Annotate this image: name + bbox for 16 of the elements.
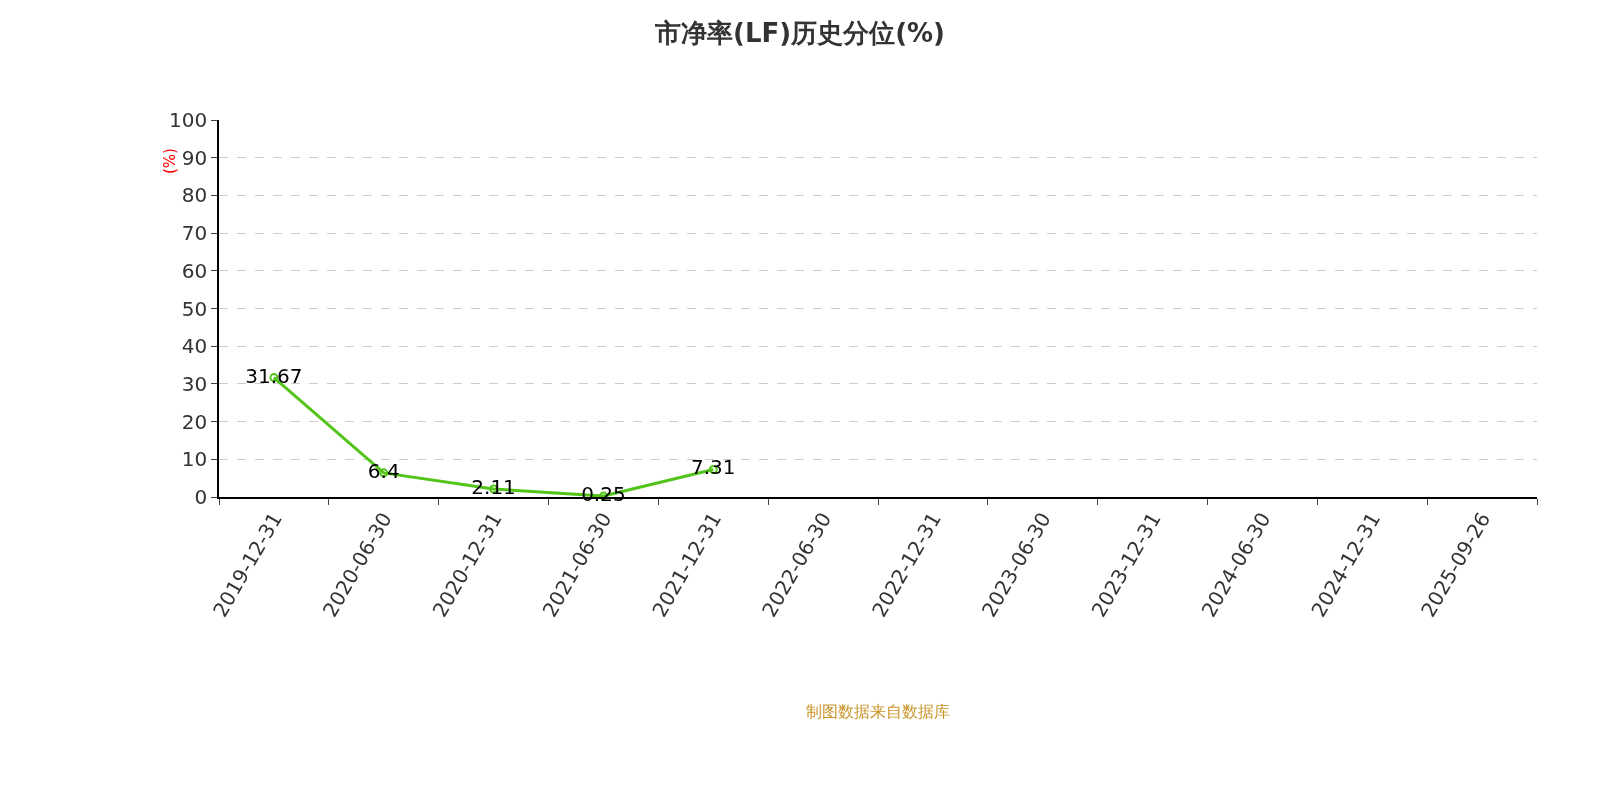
y-tick-label: 70 <box>181 221 208 246</box>
text: 制图数据来自数据库 <box>806 702 950 721</box>
data-label: 7.31 <box>690 455 736 480</box>
y-tick-label: 40 <box>181 334 208 359</box>
y-tick-label: 60 <box>181 258 208 283</box>
chart-title: 市净率(LF)历史分位(%) <box>654 18 945 49</box>
y-tick-label: 80 <box>181 183 208 208</box>
y-tick-label: 50 <box>181 296 208 321</box>
data-label: 31.67 <box>245 363 303 388</box>
y-tick-label: 90 <box>181 145 208 170</box>
y-axis-title: (%) <box>161 148 180 175</box>
y-tick-label: 30 <box>181 371 208 396</box>
y-tick-label: 100 <box>169 108 208 132</box>
y-tick-label: 0 <box>194 485 208 509</box>
y-tick-label: 20 <box>181 409 208 434</box>
y-tick-label: 10 <box>181 447 208 472</box>
